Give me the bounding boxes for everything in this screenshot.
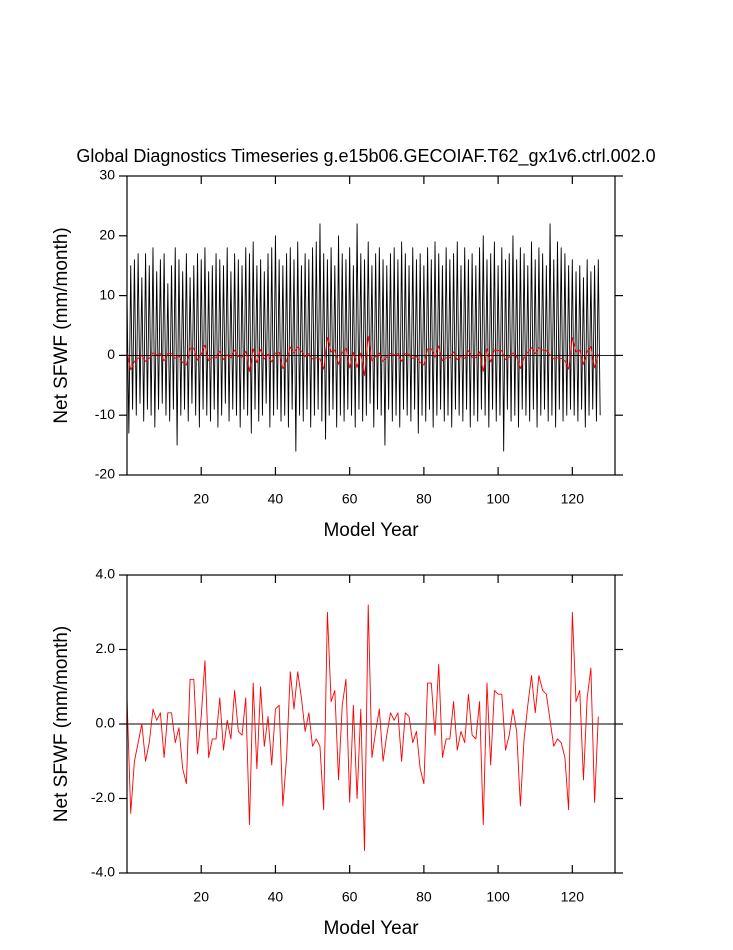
y-tick-label: 0.0 [96, 715, 116, 731]
y-tick-label: -4.0 [91, 864, 115, 880]
x-tick-label: 80 [416, 889, 432, 905]
y-tick-label: 20 [99, 227, 115, 243]
chart-title: Global Diagnostics Timeseries g.e15b06.G… [76, 146, 655, 167]
data-line [126, 604, 599, 852]
y-tick-label: 30 [99, 167, 115, 183]
x-tick-label: 100 [486, 491, 510, 507]
x-tick-label: 40 [268, 889, 284, 905]
x-tick-label: 20 [193, 889, 209, 905]
y-tick-label: 10 [99, 286, 115, 302]
x-tick-label: 60 [342, 491, 358, 507]
x-axis-label: Model Year [323, 918, 419, 939]
data-line [126, 223, 601, 452]
data-line [126, 335, 599, 377]
x-tick-label: 120 [561, 491, 585, 507]
x-tick-label: 100 [486, 889, 510, 905]
y-axis-label: Net SFWF (mm/month) [51, 227, 72, 423]
y-tick-label: -2.0 [91, 789, 115, 805]
x-tick-label: 120 [561, 889, 585, 905]
x-tick-label: 80 [416, 491, 432, 507]
plot-frame [126, 175, 616, 476]
x-tick-label: 20 [193, 491, 209, 507]
x-axis-label: Model Year [323, 520, 419, 541]
x-tick-label: 40 [268, 491, 284, 507]
y-tick-label: 4.0 [96, 566, 116, 582]
y-tick-label: -20 [95, 466, 115, 482]
y-tick-label: -10 [95, 406, 115, 422]
y-tick-label: 0 [107, 346, 115, 362]
y-axis-label: Net SFWF (mm/month) [51, 626, 72, 822]
y-tick-label: 2.0 [96, 640, 116, 656]
x-tick-label: 60 [342, 889, 358, 905]
